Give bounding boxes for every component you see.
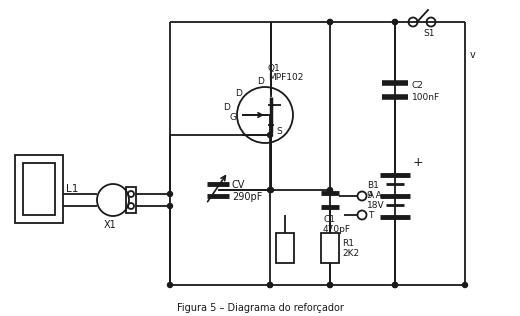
Circle shape: [393, 20, 397, 25]
Text: D: D: [223, 102, 230, 112]
Text: 2K2: 2K2: [342, 248, 359, 258]
Circle shape: [328, 20, 332, 25]
Text: 290pF: 290pF: [232, 192, 263, 202]
Text: T: T: [368, 210, 373, 220]
Text: C2: C2: [412, 82, 424, 90]
Text: v: v: [470, 50, 476, 60]
FancyBboxPatch shape: [276, 233, 294, 263]
Circle shape: [328, 283, 332, 288]
Text: 9 A: 9 A: [367, 191, 382, 199]
Circle shape: [393, 20, 397, 25]
Text: R1: R1: [342, 239, 354, 247]
Text: MPF102: MPF102: [268, 72, 303, 82]
Circle shape: [393, 283, 397, 288]
Text: S: S: [276, 126, 282, 136]
Text: C1: C1: [323, 216, 335, 224]
Circle shape: [328, 187, 332, 192]
Text: CV: CV: [232, 180, 245, 190]
Circle shape: [267, 187, 272, 192]
Text: D: D: [235, 88, 242, 98]
FancyBboxPatch shape: [321, 233, 339, 263]
Text: D: D: [257, 77, 264, 87]
Circle shape: [328, 20, 332, 25]
Text: B1: B1: [367, 180, 379, 190]
Circle shape: [328, 283, 332, 288]
Text: 18V: 18V: [367, 200, 385, 210]
Circle shape: [393, 283, 397, 288]
Circle shape: [267, 283, 272, 288]
Circle shape: [167, 283, 173, 288]
Text: Figura 5 – Diagrama do reforçador: Figura 5 – Diagrama do reforçador: [177, 303, 343, 313]
Text: G: G: [229, 113, 236, 123]
Circle shape: [462, 283, 467, 288]
Circle shape: [267, 283, 272, 288]
FancyBboxPatch shape: [15, 155, 63, 223]
Text: 100nF: 100nF: [412, 93, 440, 101]
Text: L1: L1: [66, 184, 79, 194]
Text: Q1: Q1: [268, 64, 281, 72]
Circle shape: [267, 132, 272, 137]
Circle shape: [167, 204, 173, 209]
Text: A: A: [368, 191, 374, 200]
Circle shape: [268, 187, 274, 192]
Text: 470pF: 470pF: [323, 224, 351, 234]
FancyBboxPatch shape: [126, 187, 136, 213]
Text: S1: S1: [423, 29, 435, 39]
Circle shape: [167, 191, 173, 197]
Text: X1: X1: [104, 220, 117, 230]
Text: +: +: [413, 156, 424, 169]
FancyBboxPatch shape: [23, 163, 55, 215]
